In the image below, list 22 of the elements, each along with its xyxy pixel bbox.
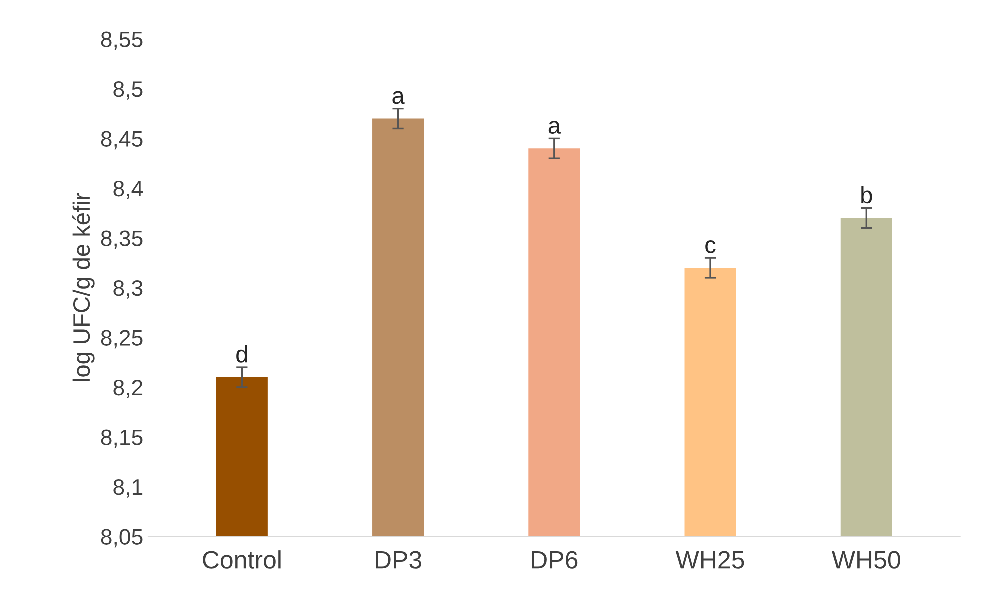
x-tick-label: Control (203, 550, 281, 569)
y-tick-label: 8,25 (101, 330, 143, 349)
y-tick-label: 8,1 (114, 479, 143, 498)
x-tick-label: DP6 (532, 551, 578, 569)
annotation: a (548, 121, 561, 134)
y-tick-label: 8,2 (114, 380, 143, 398)
y-tick-label: 8,3 (114, 280, 143, 299)
y-tick-label: 8,45 (101, 131, 143, 150)
y-tick-label: 8,55 (101, 32, 143, 50)
x-tick-label: WH25 (676, 551, 744, 569)
x-tick-label: DP3 (376, 551, 422, 569)
y-tick-label: 8,05 (101, 529, 143, 548)
annotation: a (392, 91, 405, 104)
annotation: b (862, 186, 872, 204)
y-tick-label: 8,4 (114, 180, 143, 200)
annotation: c (706, 240, 716, 254)
y-axis-title: log UFC/g de kéfir (72, 193, 95, 382)
y-tick-label: 8,5 (114, 81, 143, 100)
x-tick-label: WH50 (832, 551, 900, 569)
y-tick-label: 8,35 (101, 230, 143, 250)
y-tick-label: 8,15 (101, 430, 143, 448)
annotation: d (236, 346, 248, 363)
